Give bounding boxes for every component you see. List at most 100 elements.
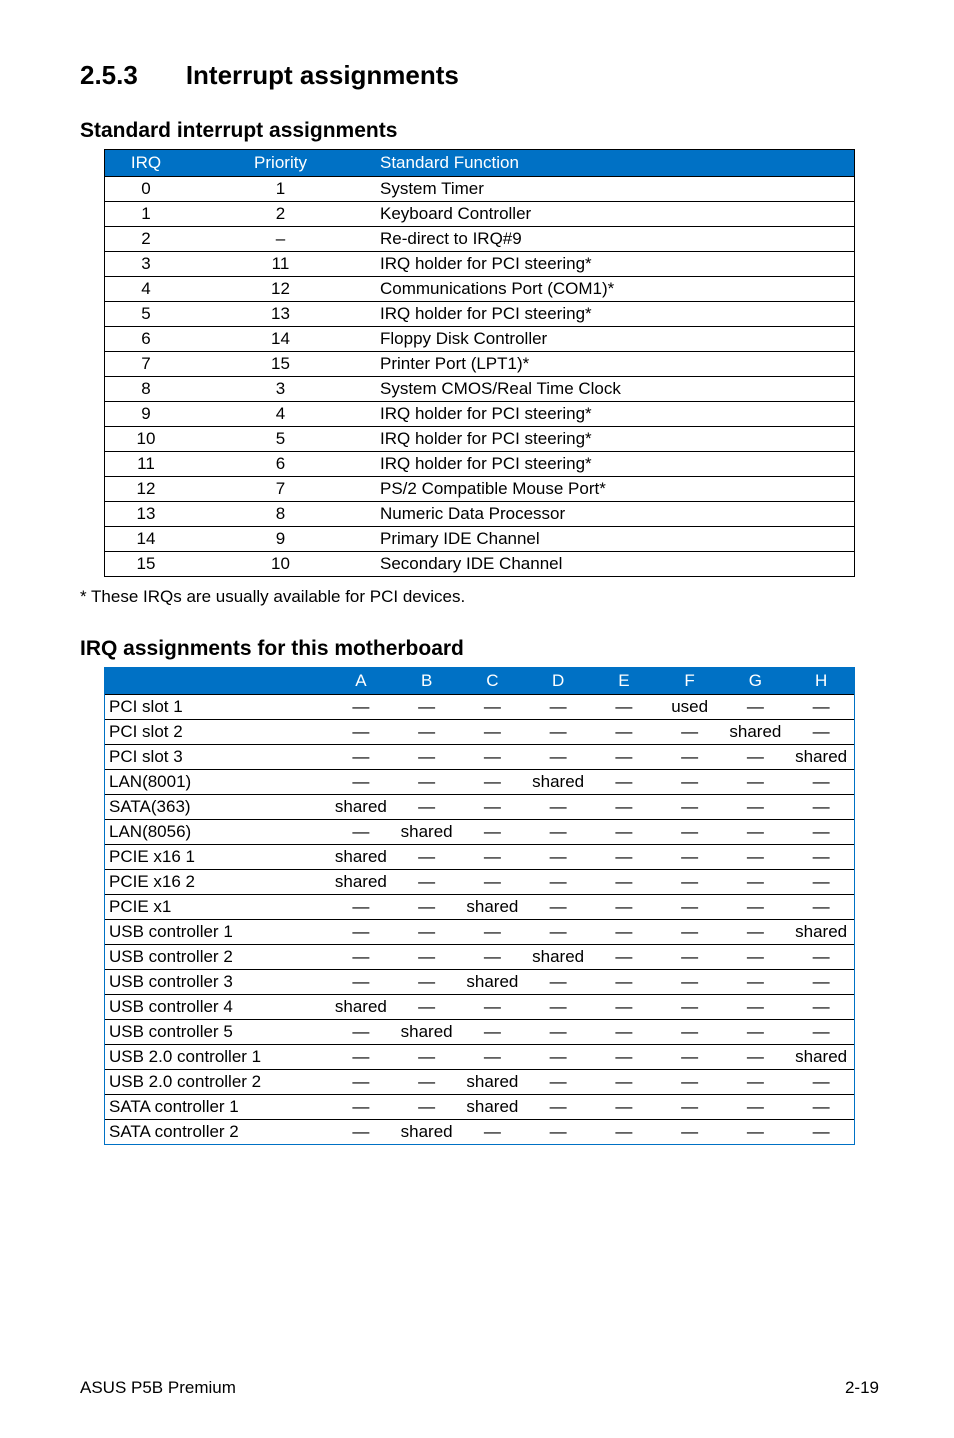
table-row: 1510Secondary IDE Channel xyxy=(105,552,854,577)
cell-value: — xyxy=(788,1020,854,1045)
cell-value: — xyxy=(394,1095,460,1120)
cell-value: — xyxy=(788,820,854,845)
cell-value: — xyxy=(328,920,394,945)
cell-value: — xyxy=(460,820,526,845)
cell-irq: 0 xyxy=(105,177,187,202)
table-row: 01System Timer xyxy=(105,177,854,202)
cell-value: — xyxy=(591,945,657,970)
cell-value: — xyxy=(394,845,460,870)
cell-value: — xyxy=(788,895,854,920)
cell-value: — xyxy=(394,745,460,770)
cell-value: — xyxy=(591,1095,657,1120)
col-irq: IRQ xyxy=(105,150,187,177)
cell-value: — xyxy=(788,995,854,1020)
cell-value: — xyxy=(460,795,526,820)
cell-value: — xyxy=(460,1120,526,1145)
section-heading: 2.5.3 Interrupt assignments xyxy=(80,60,879,91)
cell-function: Re-direct to IRQ#9 xyxy=(374,227,854,252)
cell-value: — xyxy=(591,1045,657,1070)
table-row: PCI slot 3———————shared xyxy=(105,745,854,770)
cell-value: shared xyxy=(788,1045,854,1070)
cell-device: SATA controller 2 xyxy=(105,1120,328,1145)
cell-value: — xyxy=(394,920,460,945)
cell-device: PCI slot 2 xyxy=(105,720,328,745)
cell-value: — xyxy=(788,1070,854,1095)
cell-priority: 3 xyxy=(187,377,374,402)
cell-value: — xyxy=(525,970,591,995)
cell-device: USB 2.0 controller 2 xyxy=(105,1070,328,1095)
cell-priority: 7 xyxy=(187,477,374,502)
cell-device: LAN(8056) xyxy=(105,820,328,845)
cell-value: — xyxy=(525,1045,591,1070)
cell-priority: 12 xyxy=(187,277,374,302)
cell-value: — xyxy=(788,870,854,895)
cell-value: — xyxy=(525,920,591,945)
cell-device: USB controller 1 xyxy=(105,920,328,945)
col-header xyxy=(105,668,328,695)
table-row: PCIE x1——shared————— xyxy=(105,895,854,920)
cell-value: — xyxy=(460,695,526,720)
section-number: 2.5.3 xyxy=(80,60,138,91)
cell-function: Primary IDE Channel xyxy=(374,527,854,552)
cell-irq: 9 xyxy=(105,402,187,427)
cell-value: used xyxy=(657,695,723,720)
cell-value: — xyxy=(525,1070,591,1095)
cell-value: — xyxy=(723,945,789,970)
cell-value: — xyxy=(657,1070,723,1095)
table-row: USB controller 2———shared———— xyxy=(105,945,854,970)
cell-value: — xyxy=(591,845,657,870)
cell-value: — xyxy=(525,820,591,845)
cell-value: — xyxy=(657,820,723,845)
cell-function: Printer Port (LPT1)* xyxy=(374,352,854,377)
cell-value: — xyxy=(591,895,657,920)
cell-value: — xyxy=(328,970,394,995)
cell-irq: 2 xyxy=(105,227,187,252)
cell-value: — xyxy=(723,695,789,720)
table-row: 94IRQ holder for PCI steering* xyxy=(105,402,854,427)
cell-value: — xyxy=(788,770,854,795)
col-function: Standard Function xyxy=(374,150,854,177)
table-row: 138Numeric Data Processor xyxy=(105,502,854,527)
col-header: D xyxy=(525,668,591,695)
cell-device: SATA(363) xyxy=(105,795,328,820)
col-header: G xyxy=(723,668,789,695)
cell-function: IRQ holder for PCI steering* xyxy=(374,402,854,427)
cell-value: — xyxy=(723,745,789,770)
cell-value: — xyxy=(723,895,789,920)
cell-value: — xyxy=(525,1120,591,1145)
cell-value: — xyxy=(788,795,854,820)
footer-right: 2-19 xyxy=(845,1378,879,1398)
table-row: 412Communications Port (COM1)* xyxy=(105,277,854,302)
standard-interrupt-table: IRQ Priority Standard Function 01System … xyxy=(104,149,855,577)
cell-value: — xyxy=(328,695,394,720)
cell-value: shared xyxy=(394,1120,460,1145)
cell-function: IRQ holder for PCI steering* xyxy=(374,252,854,277)
cell-value: — xyxy=(591,745,657,770)
cell-value: — xyxy=(328,1070,394,1095)
table-row: SATA controller 1——shared————— xyxy=(105,1095,854,1120)
cell-value: — xyxy=(723,1070,789,1095)
cell-value: — xyxy=(591,1070,657,1095)
table-row: SATA controller 2—shared—————— xyxy=(105,1120,854,1145)
cell-value: — xyxy=(460,770,526,795)
cell-value: — xyxy=(723,870,789,895)
cell-function: IRQ holder for PCI steering* xyxy=(374,427,854,452)
cell-value: — xyxy=(591,920,657,945)
irq-assignments-table: ABCDEFGH PCI slot 1—————used——PCI slot 2… xyxy=(104,667,855,1145)
cell-value: — xyxy=(460,920,526,945)
table-row: 116IRQ holder for PCI steering* xyxy=(105,452,854,477)
cell-priority: – xyxy=(187,227,374,252)
cell-value: — xyxy=(394,895,460,920)
cell-value: — xyxy=(525,695,591,720)
table-row: LAN(8056)—shared—————— xyxy=(105,820,854,845)
cell-value: — xyxy=(328,895,394,920)
col-header: A xyxy=(328,668,394,695)
cell-device: USB controller 4 xyxy=(105,995,328,1020)
cell-value: — xyxy=(460,870,526,895)
cell-value: — xyxy=(657,1120,723,1145)
cell-value: — xyxy=(394,1070,460,1095)
cell-value: — xyxy=(788,970,854,995)
table-row: 311IRQ holder for PCI steering* xyxy=(105,252,854,277)
cell-value: — xyxy=(723,795,789,820)
table-row: USB controller 5—shared—————— xyxy=(105,1020,854,1045)
